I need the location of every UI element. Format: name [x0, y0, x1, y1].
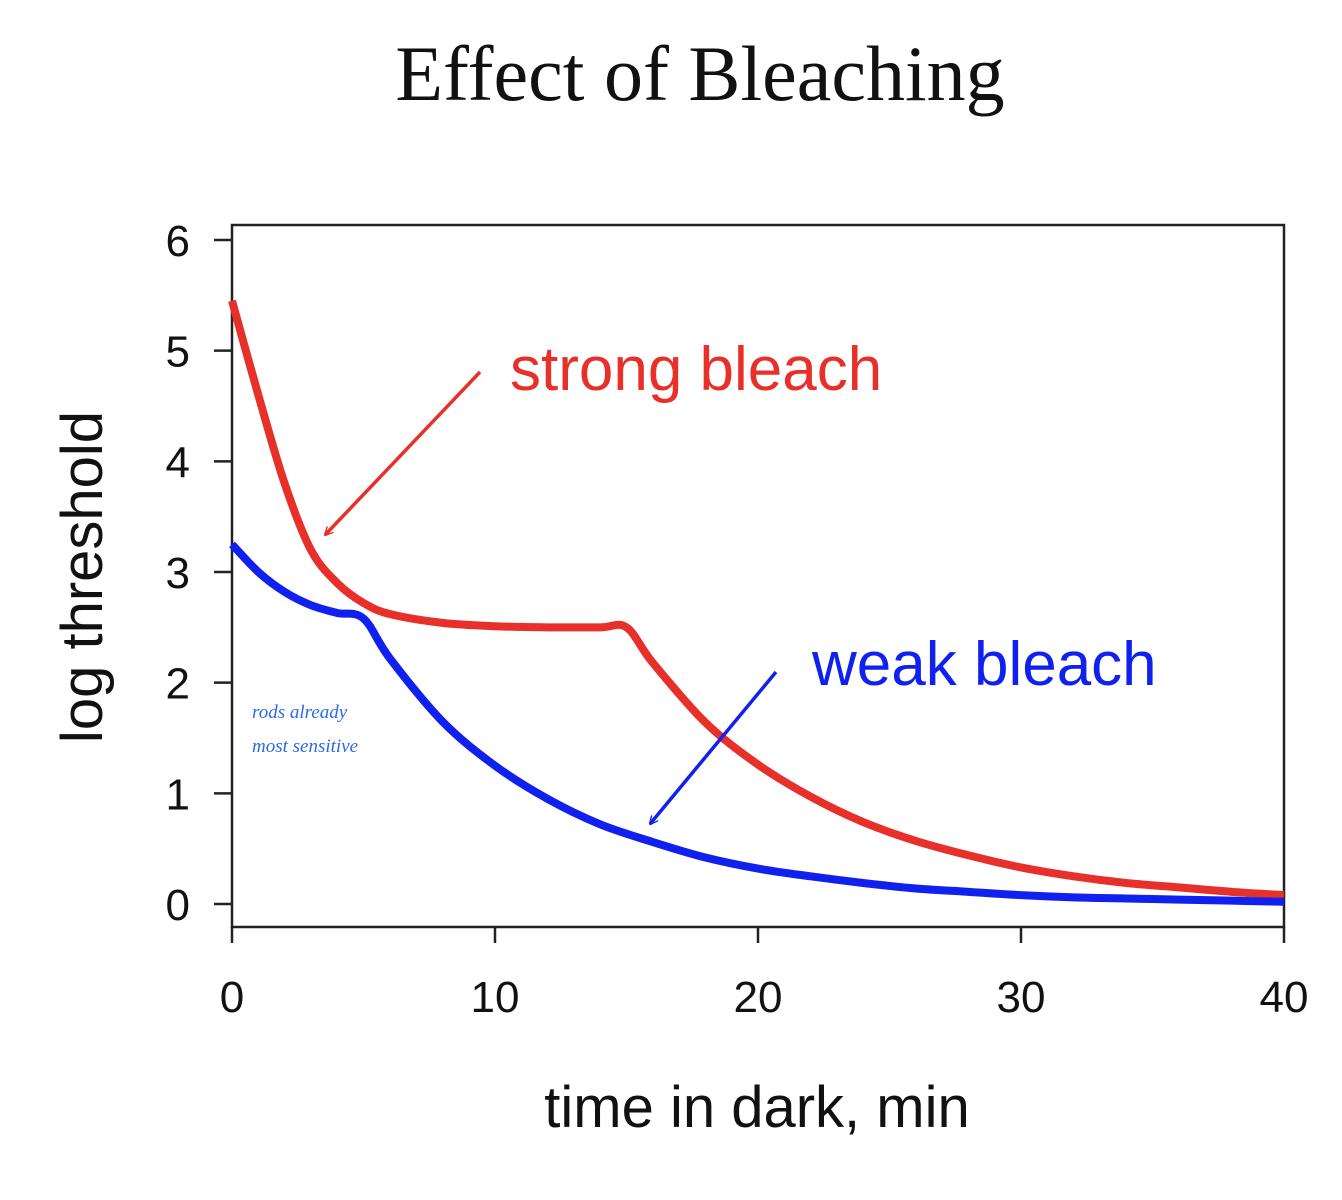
- series-layer: [228, 299, 1285, 906]
- handwritten-note-line-1: rods already: [252, 702, 348, 723]
- weak-bleach-line: [229, 541, 1285, 906]
- plot-frame: [230, 223, 1286, 929]
- x-tick-label: 20: [734, 973, 783, 1022]
- y-tick-label: 1: [166, 770, 190, 819]
- weak-bleach-label: weak bleach: [811, 630, 1157, 699]
- x-tick-label: 30: [997, 973, 1046, 1022]
- y-tick-label: 6: [166, 217, 190, 266]
- y-tick-label: 5: [166, 328, 190, 377]
- x-tick-label: 0: [220, 973, 244, 1022]
- x-tick-label: 10: [471, 973, 520, 1022]
- y-axis: 0 1 2 3 4 5 6: [166, 217, 232, 930]
- y-tick-label: 4: [166, 438, 190, 487]
- y-tick-label: 2: [166, 660, 190, 709]
- y-tick-label: 0: [166, 881, 190, 930]
- strong-bleach-label: strong bleach: [510, 335, 882, 404]
- y-axis-label: log threshold: [50, 411, 115, 743]
- strong-bleach-line: [228, 299, 1285, 900]
- y-tick-label: 3: [166, 549, 190, 598]
- x-axis-label: time in dark, min: [544, 1075, 969, 1140]
- weak-bleach-arrow: [650, 670, 778, 824]
- x-tick-label: 40: [1260, 973, 1309, 1022]
- strong-bleach-arrow: [325, 370, 482, 535]
- chart-title: Effect of Bleaching: [395, 30, 1004, 117]
- handwritten-note-line-2: most sensitive: [252, 736, 358, 757]
- x-axis: 0 10 20 30 40: [220, 927, 1309, 1022]
